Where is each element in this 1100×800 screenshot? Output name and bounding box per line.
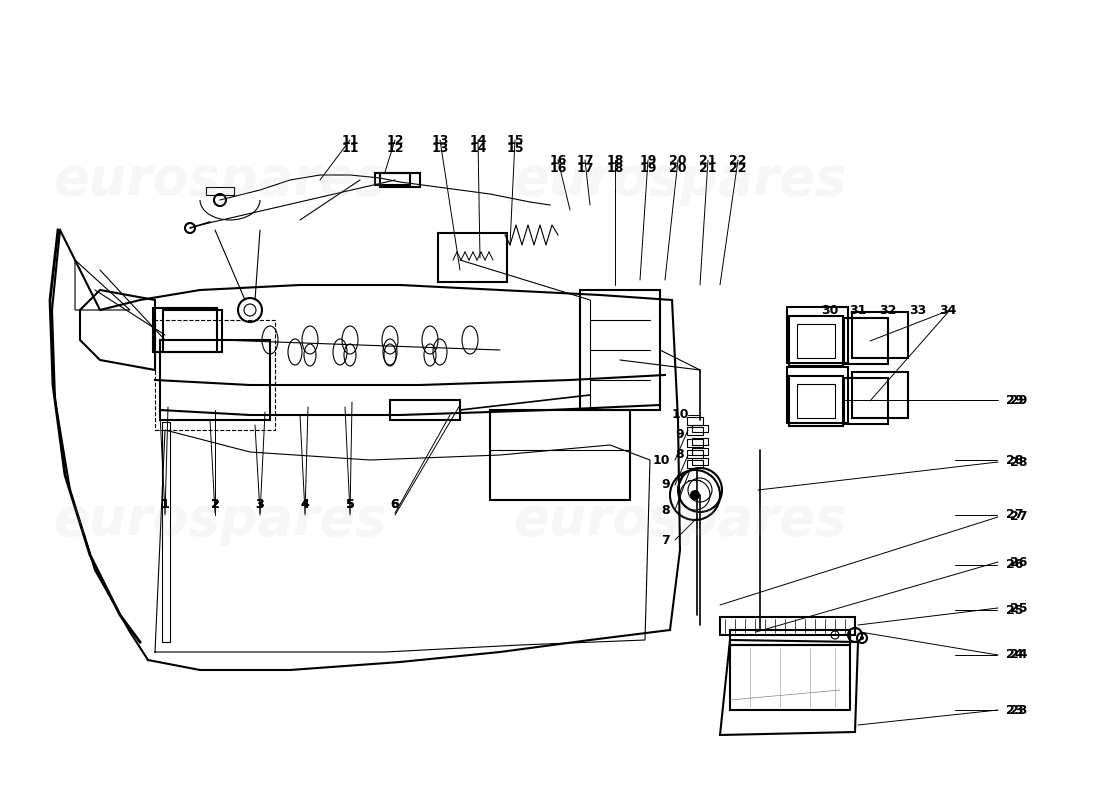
Bar xyxy=(720,617,855,635)
Text: 10: 10 xyxy=(652,454,670,466)
Text: 23: 23 xyxy=(1010,703,1027,717)
Text: 14: 14 xyxy=(470,142,486,154)
Text: 15: 15 xyxy=(506,134,524,146)
Bar xyxy=(375,173,410,185)
Text: 27: 27 xyxy=(1006,509,1024,522)
Text: 16: 16 xyxy=(549,154,566,166)
Bar xyxy=(160,340,270,420)
Bar xyxy=(688,450,703,458)
Text: 11: 11 xyxy=(341,142,359,154)
Text: eurospares: eurospares xyxy=(53,494,387,546)
Text: 27: 27 xyxy=(1010,510,1027,523)
Text: 3: 3 xyxy=(255,498,264,511)
Text: 8: 8 xyxy=(661,503,670,517)
Circle shape xyxy=(690,490,700,500)
Text: 22: 22 xyxy=(729,162,747,174)
Bar xyxy=(692,425,708,432)
Bar xyxy=(490,410,630,500)
Bar xyxy=(692,438,708,445)
Bar xyxy=(379,173,420,187)
Text: 11: 11 xyxy=(341,134,359,146)
Bar xyxy=(390,400,460,420)
Text: 4: 4 xyxy=(300,498,309,511)
Text: 2: 2 xyxy=(210,498,219,511)
Text: 7: 7 xyxy=(661,534,670,546)
Text: 24: 24 xyxy=(1010,649,1027,662)
Text: 34: 34 xyxy=(939,303,957,317)
Text: 24: 24 xyxy=(1006,649,1024,662)
Text: 28: 28 xyxy=(1006,454,1024,466)
Text: 29: 29 xyxy=(1010,394,1027,406)
Text: 2: 2 xyxy=(210,498,219,511)
Text: 13: 13 xyxy=(431,134,449,146)
Text: 19: 19 xyxy=(639,162,657,174)
Text: 20: 20 xyxy=(669,154,686,166)
Text: 15: 15 xyxy=(506,142,524,154)
Text: 32: 32 xyxy=(879,303,896,317)
Text: 29: 29 xyxy=(1006,394,1024,406)
Text: eurospares: eurospares xyxy=(53,154,387,206)
Text: 8: 8 xyxy=(675,449,684,462)
Bar xyxy=(580,290,660,410)
Bar xyxy=(688,439,703,447)
Text: 22: 22 xyxy=(729,154,747,166)
Text: 25: 25 xyxy=(1010,602,1027,614)
Text: 18: 18 xyxy=(606,162,624,174)
Bar xyxy=(730,630,850,645)
Bar xyxy=(162,422,170,642)
Bar xyxy=(206,187,234,195)
Bar xyxy=(688,417,703,425)
Text: 19: 19 xyxy=(639,154,657,166)
Text: 33: 33 xyxy=(910,303,926,317)
Text: 7: 7 xyxy=(675,474,684,486)
Text: 13: 13 xyxy=(431,142,449,154)
Text: 1: 1 xyxy=(161,498,169,511)
Text: 5: 5 xyxy=(345,498,354,511)
Text: 18: 18 xyxy=(606,154,624,166)
Text: 17: 17 xyxy=(576,162,594,174)
Text: 26: 26 xyxy=(1010,555,1027,569)
Text: 4: 4 xyxy=(300,498,309,511)
Text: 28: 28 xyxy=(1010,455,1027,469)
Text: 6: 6 xyxy=(390,498,399,511)
Bar xyxy=(688,427,703,435)
Text: 5: 5 xyxy=(345,498,354,511)
Text: 9: 9 xyxy=(661,478,670,491)
Text: 30: 30 xyxy=(822,303,838,317)
Text: 16: 16 xyxy=(549,162,566,174)
Text: eurospares: eurospares xyxy=(514,154,847,206)
Text: 31: 31 xyxy=(849,303,867,317)
Bar xyxy=(155,320,275,430)
Text: 6: 6 xyxy=(390,498,399,511)
Text: 10: 10 xyxy=(671,409,689,422)
Circle shape xyxy=(860,636,864,640)
Text: eurospares: eurospares xyxy=(514,494,847,546)
Text: 25: 25 xyxy=(1006,603,1024,617)
Bar xyxy=(692,448,708,455)
Text: 12: 12 xyxy=(386,134,404,146)
Text: 23: 23 xyxy=(1006,703,1024,717)
Text: 21: 21 xyxy=(700,154,717,166)
Text: 1: 1 xyxy=(161,498,169,511)
Text: 12: 12 xyxy=(386,142,404,154)
Text: 9: 9 xyxy=(675,429,684,442)
Text: 21: 21 xyxy=(700,162,717,174)
Bar xyxy=(692,458,708,465)
Text: 14: 14 xyxy=(470,134,486,146)
Text: 26: 26 xyxy=(1006,558,1024,571)
Bar xyxy=(688,460,703,468)
Text: 17: 17 xyxy=(576,154,594,166)
Text: 20: 20 xyxy=(669,162,686,174)
Text: 3: 3 xyxy=(255,498,264,511)
